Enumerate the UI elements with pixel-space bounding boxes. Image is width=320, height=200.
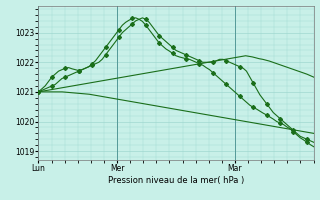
X-axis label: Pression niveau de la mer( hPa ): Pression niveau de la mer( hPa ) <box>108 176 244 185</box>
